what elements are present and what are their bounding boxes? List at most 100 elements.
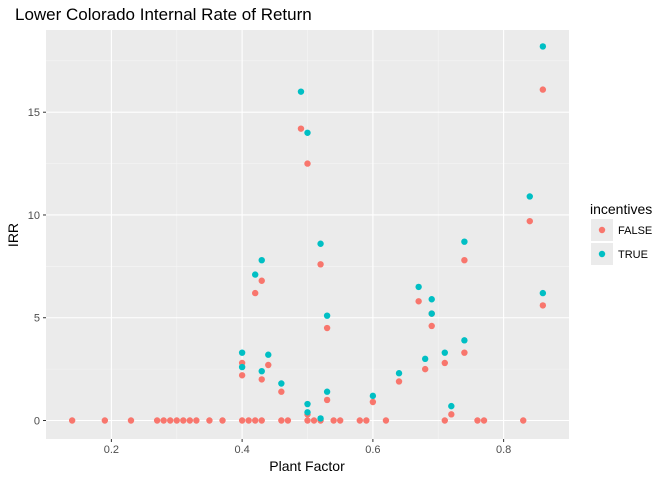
x-tick-label: 0.4 <box>234 444 249 456</box>
data-point <box>238 372 246 379</box>
data-point <box>526 193 533 200</box>
data-point <box>395 378 403 385</box>
data-point <box>284 417 292 424</box>
data-point <box>461 349 468 356</box>
data-point <box>297 88 305 95</box>
data-point <box>186 417 194 424</box>
data-point <box>480 417 488 424</box>
data-point <box>258 277 265 284</box>
data-point <box>252 271 259 278</box>
data-point <box>304 400 311 408</box>
data-point <box>428 296 435 303</box>
data-point <box>258 417 265 424</box>
data-point <box>245 417 252 424</box>
data-point <box>539 43 547 50</box>
data-point <box>441 349 448 356</box>
data-point <box>193 417 200 424</box>
data-point <box>395 370 403 377</box>
data-point <box>323 312 331 319</box>
data-point <box>323 388 331 395</box>
x-tick-label: 0.2 <box>104 444 119 456</box>
data-point <box>252 417 259 424</box>
data-point <box>415 298 422 305</box>
y-axis: 0 5 10 15 <box>28 107 46 428</box>
legend-label: TRUE <box>618 249 648 261</box>
data-point <box>160 417 167 424</box>
data-point <box>167 417 174 424</box>
legend-marker <box>598 250 606 258</box>
data-point <box>310 417 318 424</box>
data-point <box>461 337 468 344</box>
data-point <box>265 361 272 369</box>
data-point <box>428 310 435 317</box>
legend-label: FALSE <box>618 225 652 237</box>
series-true <box>238 43 547 422</box>
data-point <box>252 289 259 297</box>
data-point <box>539 86 547 93</box>
data-point <box>278 388 285 395</box>
data-point <box>421 365 429 373</box>
data-point <box>448 402 455 410</box>
x-tick-label: 0.6 <box>365 444 380 456</box>
data-point <box>68 417 76 424</box>
y-tick-label: 15 <box>28 107 40 119</box>
plot-panel <box>46 30 569 439</box>
data-point <box>258 256 265 264</box>
data-point <box>330 417 337 424</box>
data-point <box>127 417 135 424</box>
data-point <box>441 417 448 424</box>
data-point <box>336 417 344 424</box>
y-tick-label: 10 <box>28 210 40 222</box>
data-point <box>173 417 180 424</box>
data-point <box>278 417 285 424</box>
data-point <box>206 417 213 424</box>
data-point <box>297 125 305 132</box>
data-point <box>520 417 527 424</box>
data-point <box>317 240 324 247</box>
data-point <box>369 392 377 400</box>
data-point <box>539 289 547 297</box>
data-point <box>441 359 448 367</box>
data-point <box>304 409 311 416</box>
data-point <box>317 415 324 422</box>
data-point <box>461 256 468 264</box>
data-point <box>180 417 187 424</box>
data-point <box>421 355 429 363</box>
legend-title: incentives <box>590 201 652 217</box>
y-tick-label: 0 <box>34 416 40 428</box>
data-point <box>304 129 311 136</box>
data-point <box>474 417 481 424</box>
data-point <box>258 376 265 383</box>
data-point <box>382 417 390 424</box>
data-point <box>428 322 435 330</box>
data-point <box>101 417 109 424</box>
data-point <box>369 398 377 406</box>
chart-title: Lower Colorado Internal Rate of Return <box>15 5 312 24</box>
legend: incentives FALSE TRUE <box>590 201 652 265</box>
data-point <box>461 238 468 245</box>
x-tick-label: 0.8 <box>496 444 511 456</box>
data-point <box>415 283 422 291</box>
data-point <box>258 367 265 375</box>
data-points <box>68 43 547 424</box>
data-point <box>539 302 547 309</box>
data-point <box>363 417 370 424</box>
data-point <box>304 160 311 167</box>
data-point <box>238 417 246 424</box>
y-axis-title: IRR <box>5 223 21 247</box>
data-point <box>278 380 285 387</box>
data-point <box>265 351 272 358</box>
data-point <box>238 363 246 371</box>
data-point <box>153 417 161 424</box>
gridlines <box>46 30 569 439</box>
data-point <box>238 349 246 356</box>
data-point <box>304 417 311 424</box>
y-tick-label: 5 <box>34 313 40 325</box>
x-axis: 0.2 0.4 0.6 0.8 <box>104 439 511 456</box>
data-point <box>219 417 226 424</box>
legend-marker <box>598 226 606 234</box>
data-point <box>356 417 363 424</box>
data-point <box>323 396 331 404</box>
data-point <box>448 411 455 418</box>
